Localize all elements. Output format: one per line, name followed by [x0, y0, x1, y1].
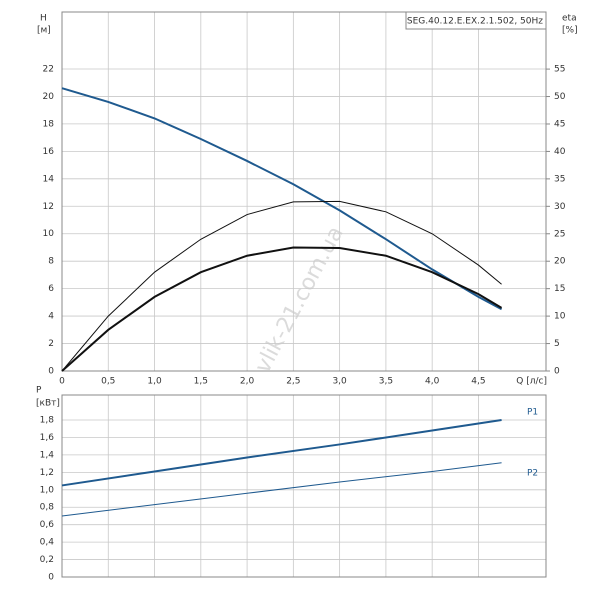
y2-tick-label: 10: [554, 312, 566, 322]
y2-tick-label: 25: [554, 229, 565, 239]
y-tick-label: 1,8: [40, 416, 55, 426]
y-tick-label: 6: [48, 284, 54, 294]
y2-axis-unit: [%]: [562, 26, 578, 36]
plot-frame: [61, 394, 547, 578]
y2-tick-label: 45: [554, 119, 565, 129]
y-tick-label: 2: [48, 339, 54, 349]
x-tick-label: 3,5: [379, 377, 393, 387]
y2-tick-label: 55: [554, 65, 565, 75]
y2-tick-label: 50: [554, 92, 566, 102]
x-tick-label: 1,5: [194, 377, 208, 387]
y2-tick-label: 5: [554, 339, 560, 349]
y-tick-label: 1,6: [40, 433, 55, 443]
x-tick-label: 4,5: [471, 377, 485, 387]
x-tick-label: 3,0: [332, 377, 347, 387]
y-axis-unit: [кВт]: [36, 399, 60, 409]
x-tick-label: 2,5: [286, 377, 300, 387]
y-tick-label: 0,8: [40, 503, 55, 513]
y-axis-unit: [м]: [37, 26, 51, 36]
series-label: P1: [527, 408, 538, 418]
y-tick-label: 16: [43, 147, 55, 157]
legend-text: SEG.40.12.E.EX.2.1.502, 50Hz: [407, 17, 543, 27]
legend-box: [405, 11, 547, 30]
y-tick-label: 12: [43, 202, 54, 212]
series-line: [61, 87, 503, 311]
y-tick-label: 0,2: [40, 555, 54, 565]
x-tick-label: 2,0: [240, 377, 255, 387]
x-tick-label: 4,0: [425, 377, 440, 387]
y-tick-label: 0,4: [40, 538, 55, 548]
y-tick-label: 4: [48, 312, 54, 322]
series-label: P2: [527, 468, 538, 478]
plot-frame: [61, 11, 547, 372]
y-tick-label: 1,4: [40, 450, 55, 460]
y-axis-title: P: [36, 386, 42, 396]
y2-tick-label: 15: [554, 284, 565, 294]
x-label-bg: [518, 374, 548, 388]
y-tick-label: 14: [43, 174, 55, 184]
x-tick-label: 1,0: [147, 377, 162, 387]
y-tick-label: 20: [43, 92, 55, 102]
y2-tick-label: 0: [554, 367, 560, 377]
y-tick-label: 1,0: [40, 485, 55, 495]
y2-axis-title: eta: [562, 14, 577, 24]
y-tick-label: 8: [48, 257, 54, 267]
y2-tick-label: 20: [554, 257, 566, 267]
x-tick-label: 0,5: [101, 377, 115, 387]
series-line: [61, 246, 503, 372]
series-line: [61, 419, 502, 487]
y-tick-label: 1,2: [40, 468, 54, 478]
y2-tick-label: 30: [554, 202, 566, 212]
series-line: [61, 462, 502, 517]
y-tick-label: 18: [43, 119, 55, 129]
y-tick-label: 0: [48, 573, 54, 583]
series-line: [61, 200, 502, 372]
y-tick-label: 22: [43, 64, 54, 74]
y2-tick-label: 35: [554, 174, 565, 184]
y2-tick-label: 40: [554, 147, 566, 157]
x-axis-title: Q [л/с]: [516, 377, 547, 387]
x-tick-label: 0: [59, 377, 65, 387]
watermark: vlik-21.com.ua: [250, 222, 348, 377]
y-axis-title: H: [40, 14, 47, 24]
y-tick-label: 0: [48, 367, 54, 377]
y-tick-label: 10: [43, 229, 55, 239]
y-tick-label: 0,6: [40, 520, 55, 530]
